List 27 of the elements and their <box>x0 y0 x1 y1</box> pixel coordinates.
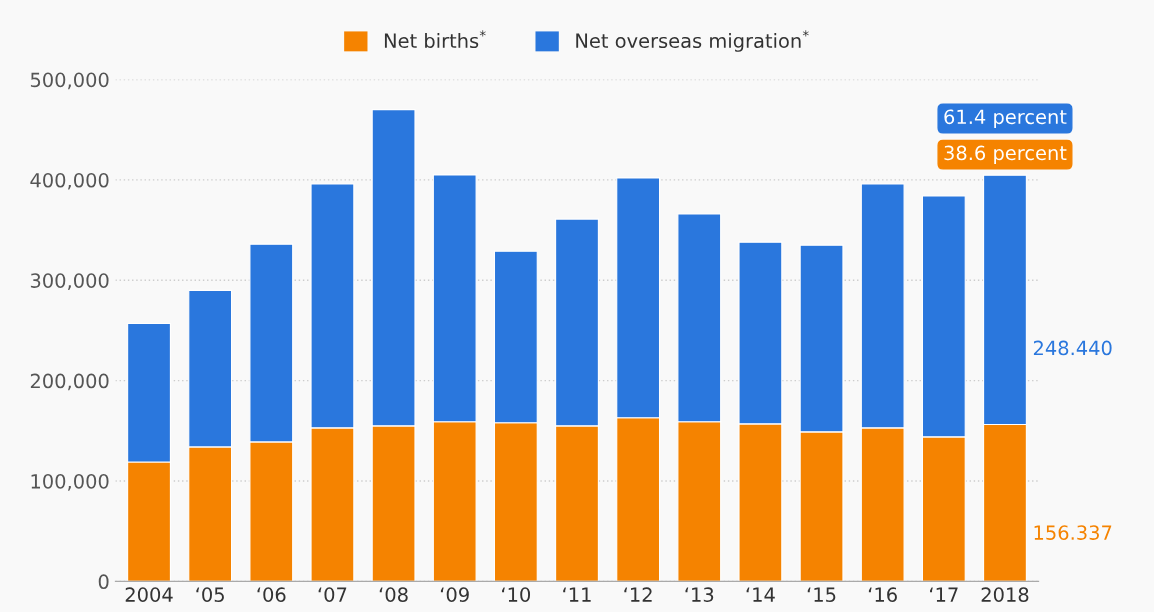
annotation: 61.4 percent <box>944 109 1067 128</box>
annotation: 156.337 <box>1034 525 1112 540</box>
x-tick-label: ‘17 <box>930 587 958 602</box>
y-tick-label: 300,000 <box>30 273 109 290</box>
x-tick-label: ‘15 <box>807 587 836 603</box>
y-tick-label: 500,000 <box>30 72 109 90</box>
x-tick-label: ‘06 <box>257 587 286 603</box>
x-tick-label: ‘13 <box>685 587 714 603</box>
x-tick-label: 2018 <box>981 587 1029 603</box>
y-tick-label: 100,000 <box>31 473 109 491</box>
legend-label: Net births$^{*}$ <box>384 30 486 49</box>
legend-label: Net overseas migration$^{*}$ <box>576 30 809 52</box>
x-tick-label: ‘14 <box>746 587 775 602</box>
x-tick-label: ‘16 <box>868 587 897 603</box>
y-tick-label: 400,000 <box>30 172 109 190</box>
annotation: 38.6 percent <box>944 145 1067 165</box>
x-tick-label: ‘10 <box>502 587 531 603</box>
y-tick-label: 200,000 <box>30 373 109 391</box>
x-tick-label: ‘07 <box>318 587 347 603</box>
y-tick-label: 0 <box>98 574 109 590</box>
x-tick-label: ‘11 <box>563 587 591 602</box>
x-tick-label: ‘05 <box>196 587 224 603</box>
x-tick-label: 2004 <box>125 587 173 603</box>
annotation: 248.440 <box>1033 340 1112 356</box>
x-tick-label: ‘08 <box>379 587 408 603</box>
x-tick-label: ‘12 <box>624 587 652 602</box>
x-tick-label: ‘09 <box>440 587 469 603</box>
